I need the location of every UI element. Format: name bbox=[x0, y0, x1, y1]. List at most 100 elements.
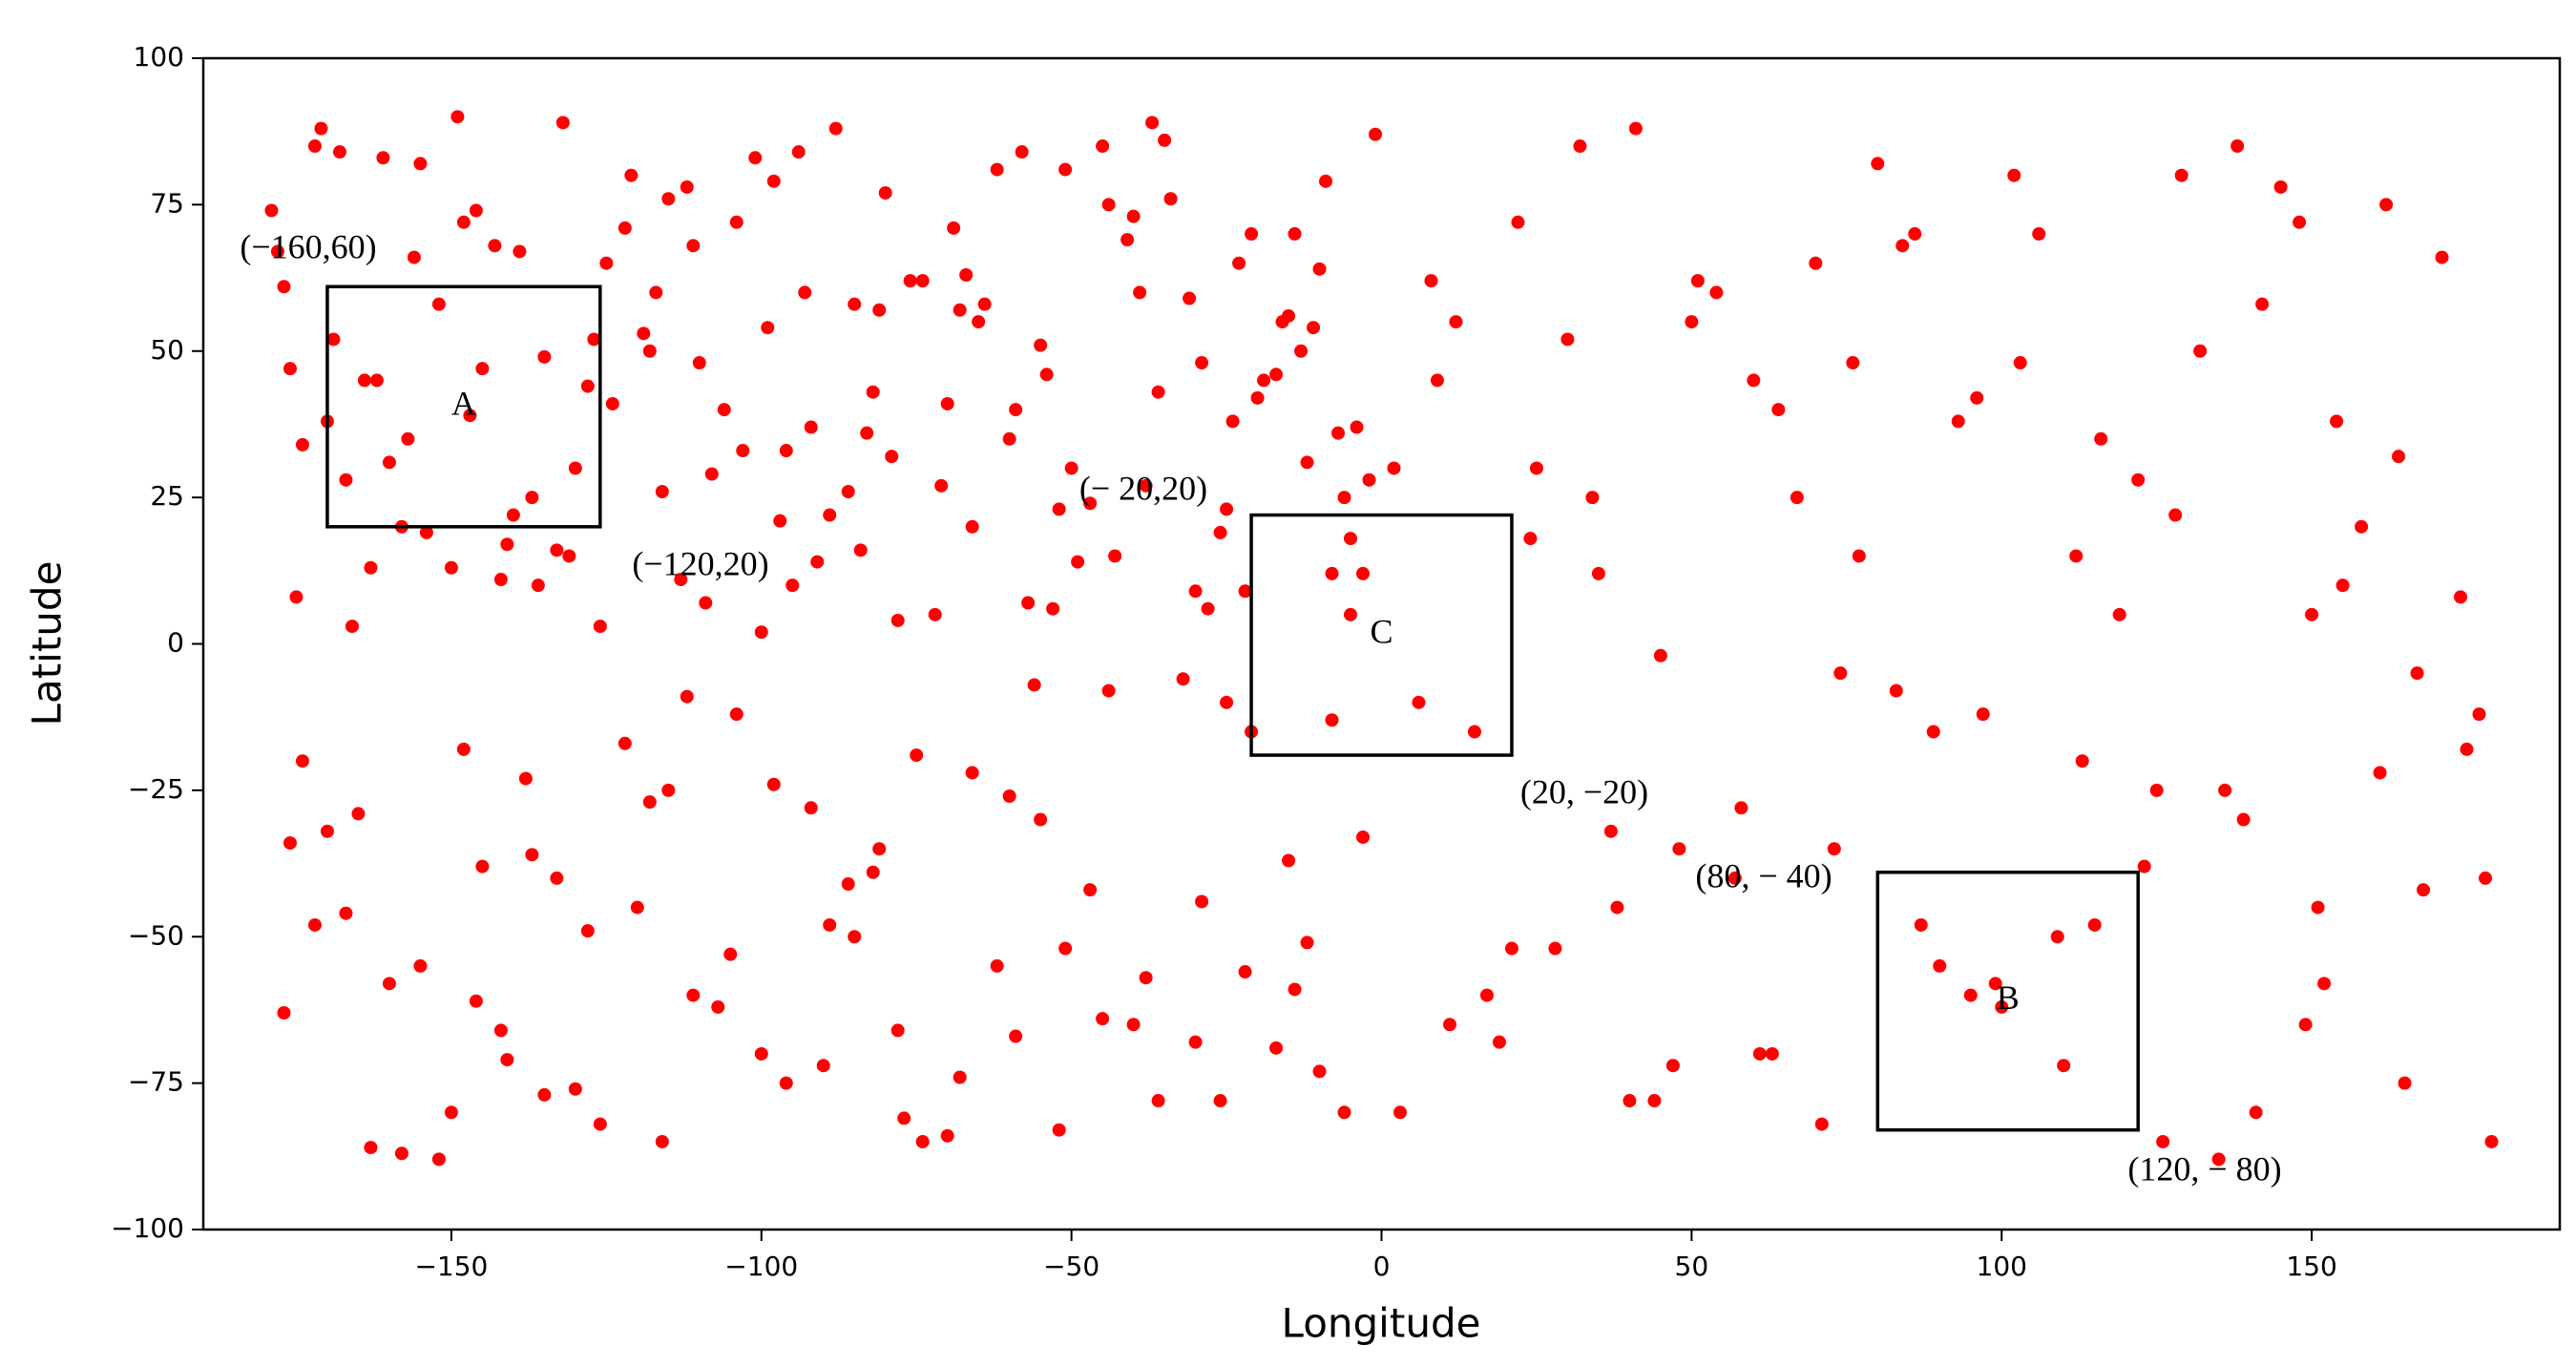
point bbox=[2379, 198, 2394, 212]
point bbox=[1814, 1117, 1829, 1131]
point bbox=[1623, 1094, 1637, 1108]
point bbox=[1039, 368, 1054, 382]
point bbox=[599, 256, 614, 270]
point bbox=[1101, 198, 1116, 212]
point bbox=[555, 116, 570, 130]
point bbox=[537, 349, 552, 364]
point bbox=[1188, 1035, 1203, 1049]
y-tick-label: −75 bbox=[128, 1066, 184, 1098]
point bbox=[1344, 532, 1358, 546]
point bbox=[605, 396, 619, 410]
point bbox=[1064, 461, 1079, 475]
point bbox=[413, 958, 428, 973]
region-box bbox=[325, 284, 602, 529]
point bbox=[953, 303, 967, 317]
point bbox=[1523, 532, 1538, 546]
point bbox=[1034, 812, 1048, 827]
point bbox=[823, 508, 837, 522]
point bbox=[1889, 684, 1903, 698]
point bbox=[450, 110, 465, 124]
point bbox=[1213, 525, 1227, 539]
point bbox=[1312, 262, 1327, 276]
point bbox=[779, 444, 793, 458]
point bbox=[1449, 315, 1463, 329]
point bbox=[699, 596, 713, 610]
point bbox=[823, 917, 837, 932]
point bbox=[1337, 1105, 1351, 1120]
point bbox=[1220, 502, 1234, 516]
point bbox=[1728, 871, 1742, 885]
point bbox=[729, 707, 743, 722]
point bbox=[1771, 403, 1786, 417]
point bbox=[357, 373, 371, 388]
point bbox=[382, 977, 396, 991]
point bbox=[1250, 390, 1265, 405]
point bbox=[2168, 508, 2183, 522]
point bbox=[890, 613, 905, 627]
point bbox=[1734, 801, 1749, 815]
point bbox=[890, 1023, 905, 1038]
point bbox=[1653, 648, 1667, 662]
point bbox=[1002, 789, 1016, 804]
point bbox=[339, 906, 353, 920]
point bbox=[277, 280, 291, 294]
point bbox=[828, 121, 843, 136]
point bbox=[1009, 403, 1023, 417]
point bbox=[444, 560, 458, 575]
point bbox=[1871, 157, 1885, 171]
point bbox=[1933, 958, 1947, 973]
point bbox=[1369, 127, 1383, 141]
point bbox=[444, 1105, 458, 1120]
point bbox=[915, 274, 930, 288]
point bbox=[655, 1134, 669, 1148]
point bbox=[1213, 1094, 1227, 1108]
point bbox=[841, 484, 855, 498]
point bbox=[2193, 344, 2208, 358]
point bbox=[1158, 133, 1172, 147]
point bbox=[326, 332, 341, 347]
point bbox=[345, 620, 359, 634]
point bbox=[1350, 420, 1364, 434]
point bbox=[1610, 900, 1624, 915]
point bbox=[493, 1023, 508, 1038]
point bbox=[2137, 859, 2151, 873]
point bbox=[593, 1117, 607, 1131]
point bbox=[1307, 321, 1321, 335]
point bbox=[518, 771, 533, 786]
point bbox=[2311, 900, 2325, 915]
point bbox=[320, 824, 334, 838]
point bbox=[637, 326, 651, 341]
point bbox=[513, 244, 527, 259]
point bbox=[1238, 965, 1252, 979]
point bbox=[419, 525, 433, 539]
point bbox=[562, 549, 576, 563]
point bbox=[1027, 678, 1041, 692]
point bbox=[1908, 227, 1922, 242]
point bbox=[965, 766, 979, 780]
point bbox=[766, 777, 781, 791]
annotation: (120, − 80) bbox=[2127, 1149, 2281, 1188]
y-tick-label: 100 bbox=[134, 41, 184, 73]
point bbox=[2075, 754, 2089, 768]
point bbox=[550, 543, 564, 557]
point bbox=[394, 1146, 408, 1161]
point bbox=[2156, 1134, 2170, 1148]
point bbox=[810, 555, 825, 569]
point bbox=[1052, 1123, 1066, 1137]
point bbox=[1765, 1046, 1779, 1061]
point bbox=[804, 420, 818, 434]
point bbox=[711, 999, 725, 1014]
point bbox=[649, 285, 663, 300]
region-label: A bbox=[451, 384, 476, 422]
point bbox=[593, 620, 607, 634]
point bbox=[872, 842, 887, 856]
point bbox=[1220, 695, 1234, 709]
point bbox=[1101, 684, 1116, 698]
point bbox=[1096, 1012, 1110, 1026]
point bbox=[1976, 707, 1990, 722]
point bbox=[382, 455, 396, 470]
point bbox=[1747, 373, 1761, 388]
point bbox=[1591, 566, 1605, 580]
point bbox=[717, 403, 731, 417]
region-box bbox=[1875, 871, 2140, 1132]
